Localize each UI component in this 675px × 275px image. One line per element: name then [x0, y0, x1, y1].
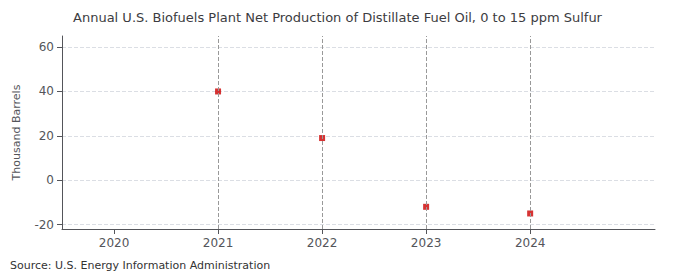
- svg-text:20: 20: [39, 129, 54, 143]
- svg-text:40: 40: [39, 84, 54, 98]
- svg-text:2020: 2020: [99, 236, 130, 250]
- svg-text:2021: 2021: [203, 236, 234, 250]
- svg-text:60: 60: [39, 40, 54, 54]
- svg-text:2024: 2024: [515, 236, 546, 250]
- svg-text:2023: 2023: [411, 236, 442, 250]
- svg-text:Annual U.S. Biofuels Plant Net: Annual U.S. Biofuels Plant Net Productio…: [73, 10, 603, 25]
- svg-text:-20: -20: [34, 218, 54, 232]
- svg-text:Thousand Barrels: Thousand Barrels: [10, 84, 23, 181]
- svg-text:Source: U.S. Energy Informatio: Source: U.S. Energy Information Administ…: [10, 259, 270, 272]
- svg-text:0: 0: [46, 173, 54, 187]
- svg-text:2022: 2022: [307, 236, 338, 250]
